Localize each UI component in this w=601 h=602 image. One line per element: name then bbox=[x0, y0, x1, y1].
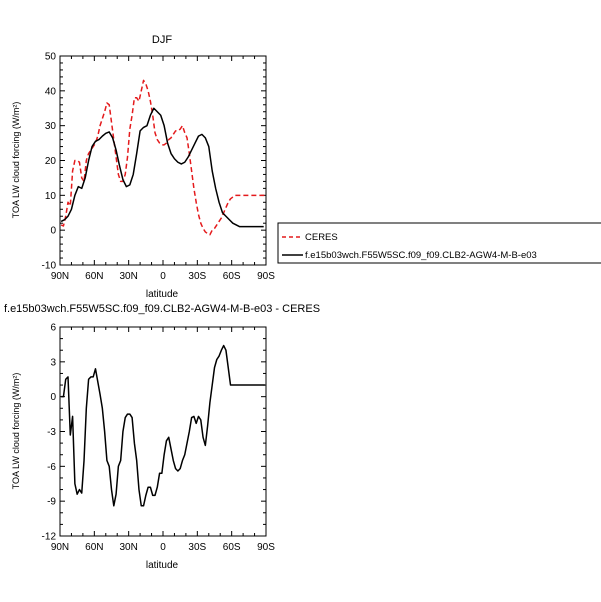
series-line-difference bbox=[61, 344, 265, 507]
legend-model-label: f.e15b03wch.F55W5SC.f09_f09.CLB2-AGW4-M-… bbox=[305, 250, 537, 261]
bottom-chart-frame bbox=[59, 326, 267, 537]
y-tick-label: 40 bbox=[45, 86, 57, 97]
x-tick-label: 30N bbox=[119, 271, 137, 282]
series-line-model bbox=[60, 107, 264, 228]
y-tick-label: 20 bbox=[45, 156, 57, 167]
x-tick-label: 0 bbox=[160, 542, 166, 553]
bottom-chart-title: f.e15b03wch.F55W5SC.f09_f09.CLB2-AGW4-M-… bbox=[4, 303, 320, 315]
x-tick-label: 90N bbox=[51, 271, 69, 282]
bottom-chart-ylabel: TOA LW cloud forcing (W/m²) bbox=[11, 373, 21, 490]
x-tick-label: 60S bbox=[223, 542, 241, 553]
x-tick-label: 30S bbox=[188, 271, 206, 282]
y-tick-label: -3 bbox=[47, 427, 56, 438]
x-tick-label: 90N bbox=[51, 542, 69, 553]
top-chart-frame bbox=[59, 55, 267, 266]
x-tick-label: 0 bbox=[160, 271, 166, 282]
x-tick-label: 90S bbox=[257, 271, 275, 282]
y-tick-label: -10 bbox=[42, 261, 57, 272]
x-tick-label: 60S bbox=[223, 271, 241, 282]
top-chart-ylabel: TOA LW cloud forcing (W/m²) bbox=[11, 102, 21, 219]
y-tick-label: 0 bbox=[50, 392, 56, 403]
x-tick-label: 60N bbox=[85, 271, 103, 282]
y-tick-label: 30 bbox=[45, 121, 57, 132]
y-tick-label: 6 bbox=[50, 323, 56, 334]
x-tick-label: 60N bbox=[85, 542, 103, 553]
top-chart-panel: DJF 90N 60N 30N 0 30S 60S 90S -10 0 10 20 30 40 50 la… bbox=[11, 34, 601, 300]
top-chart-title: DJF bbox=[152, 34, 172, 46]
y-tick-label: 50 bbox=[45, 52, 57, 63]
x-tick-label: 90S bbox=[257, 542, 275, 553]
series-line-ceres bbox=[60, 79, 265, 236]
y-tick-label: -12 bbox=[42, 532, 57, 543]
x-tick-label: 30S bbox=[188, 542, 206, 553]
y-tick-label: 3 bbox=[50, 357, 56, 368]
y-tick-label: 0 bbox=[50, 226, 56, 237]
top-chart-xlabel: latitude bbox=[146, 289, 179, 300]
y-tick-label: -6 bbox=[47, 462, 56, 473]
bottom-chart-panel: f.e15b03wch.F55W5SC.f09_f09.CLB2-AGW4-M-… bbox=[4, 303, 320, 571]
legend-ceres-label: CERES bbox=[305, 232, 338, 243]
legend-box bbox=[277, 222, 601, 264]
y-tick-label: 10 bbox=[45, 191, 57, 202]
y-tick-label: -9 bbox=[47, 497, 56, 508]
top-chart-legend: CERES f.e15b03wch.F55W5SC.f09_f09.CLB2-A… bbox=[277, 222, 601, 264]
bottom-chart-xlabel: latitude bbox=[146, 560, 179, 571]
x-tick-label: 30N bbox=[119, 542, 137, 553]
